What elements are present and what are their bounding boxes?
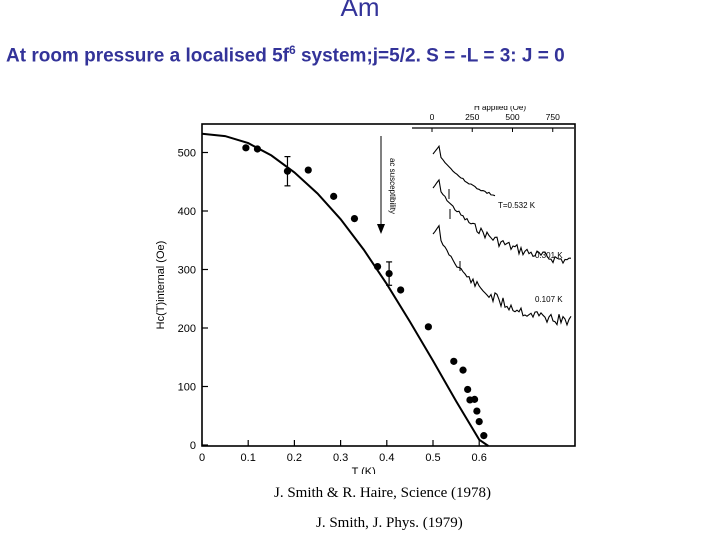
inset-x-tick-label: 250 xyxy=(465,112,479,122)
data-point xyxy=(459,366,467,374)
plot-frame xyxy=(201,123,576,447)
citation-1: J. Smith & R. Haire, Science (1978) xyxy=(274,485,492,501)
chart-svg: 0 0.1 0.2 0.3 0.4 0.5 0.6 0 100 200 300 400 500 T (K)… xyxy=(155,103,576,478)
subtitle-rest: system;j=5/2. S = -L = 3: J = 0 xyxy=(295,45,565,67)
x-tick-label: 0.5 xyxy=(425,452,440,464)
data-point xyxy=(373,262,382,271)
y-tick-label: 0 xyxy=(190,440,196,452)
y-tick-label: 200 xyxy=(178,323,196,335)
x-tick-label: 0.3 xyxy=(333,452,348,464)
data-point xyxy=(424,323,432,331)
fit-curve xyxy=(201,132,489,447)
slide-subtitle: At room pressure a localised 5f6 system;… xyxy=(6,38,720,68)
data-point xyxy=(330,192,338,200)
data-point xyxy=(450,357,458,365)
x-axis-title: T (K) xyxy=(352,466,376,474)
x-tick-label: 0 xyxy=(199,452,205,464)
inset-series-label: 0.301 K xyxy=(535,251,563,260)
inset-arrow-head xyxy=(377,224,385,234)
inset-x-axis-title: H applied (Oe) xyxy=(474,106,526,112)
data-point xyxy=(283,167,292,175)
subtitle-main: At room pressure a localised 5f xyxy=(6,45,289,67)
x-tick-label: 0.2 xyxy=(287,452,302,464)
inset-trace xyxy=(432,224,572,327)
inset-x-tick-label: 500 xyxy=(505,112,519,122)
inset-x-tick-label: 0 xyxy=(430,112,435,122)
data-point xyxy=(480,432,488,440)
data-point xyxy=(242,144,250,152)
data-point xyxy=(397,286,405,294)
data-point xyxy=(385,269,393,278)
x-tick-label: 0.6 xyxy=(472,452,487,464)
inset-trace xyxy=(432,178,571,265)
y-axis-title: Hc(T)internal (Oe) xyxy=(155,241,167,330)
data-point xyxy=(473,407,481,415)
slide-title: Am xyxy=(340,0,380,22)
data-point xyxy=(470,395,479,403)
citation-2: J. Smith, J. Phys. (1979) xyxy=(316,515,463,531)
data-point xyxy=(304,166,312,174)
inset-series-label: 0.107 K xyxy=(535,295,563,304)
inset-series-label: T=0.532 K xyxy=(498,201,536,210)
subtitle-superscript: 6 xyxy=(289,43,296,57)
inset-trace xyxy=(432,144,496,197)
y-tick-label: 300 xyxy=(178,265,196,277)
inset-y-axis-title: ac susceptibility xyxy=(388,158,397,214)
x-tick-label: 0.1 xyxy=(241,452,256,464)
data-point xyxy=(475,418,483,426)
y-tick-label: 500 xyxy=(178,148,196,160)
data-point xyxy=(253,145,262,153)
main-plot: 0 0.1 0.2 0.3 0.4 0.5 0.6 0 100 200 300 400 500 T (K)… xyxy=(155,123,576,478)
y-tick-label: 100 xyxy=(178,382,196,394)
inset-plot: 0 250 500 750 H applied (Oe) ac susceptibilit… xyxy=(377,103,574,327)
x-tick-label: 0.4 xyxy=(379,452,394,464)
chart-figure: 0 0.1 0.2 0.3 0.4 0.5 0.6 0 100 200 300 400 500 T (K)… xyxy=(150,103,590,478)
y-tick-label: 400 xyxy=(178,206,196,218)
data-point xyxy=(350,215,359,223)
data-point xyxy=(464,385,472,394)
inset-x-tick-label: 750 xyxy=(546,112,560,122)
